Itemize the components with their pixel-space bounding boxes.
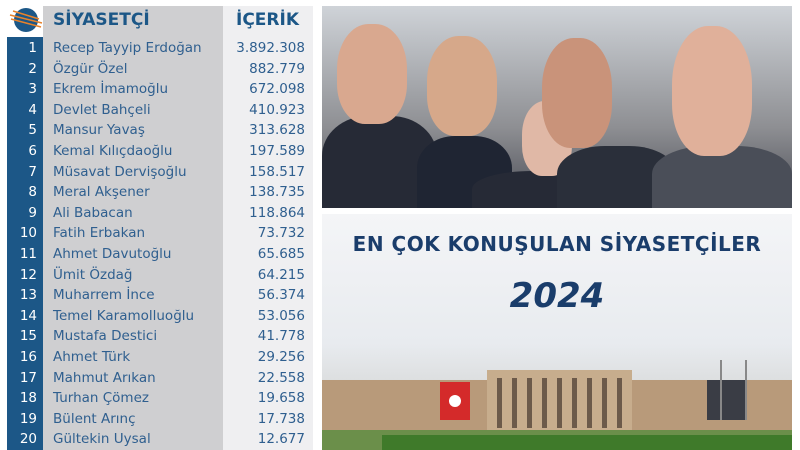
rank: 17 (19, 369, 37, 386)
content-count: 118.864 (249, 204, 305, 221)
name-column (43, 6, 223, 450)
politician-name: Ahmet Türk (53, 349, 131, 365)
rank: 20 (19, 431, 37, 448)
rank-column (7, 37, 43, 450)
rank: 6 (28, 143, 37, 159)
content-count: 672.098 (249, 81, 305, 98)
table-row: 4 Devlet Bahçeli 410.923 (7, 100, 313, 121)
table-row: 15 Mustafa Destici 41.778 (7, 326, 313, 347)
table-row: 8 Meral Akşener 138.735 (7, 182, 313, 203)
content-count: 313.628 (249, 122, 305, 139)
table-row: 10 Fatih Erbakan 73.732 (7, 223, 313, 244)
table-row: 2 Özgür Özel 882.779 (7, 59, 313, 80)
politicians-photo (322, 6, 792, 208)
politician-name: Fatih Erbakan (53, 225, 146, 242)
rank: 8 (28, 184, 37, 201)
table-row: 19 Bülent Arınç 17.738 (7, 409, 313, 430)
rank: 1 (28, 40, 37, 56)
rank: 15 (19, 328, 37, 345)
politician-name: Ahmet Davutoğlu (53, 246, 172, 262)
content-count: 410.923 (249, 101, 305, 118)
table-row: 17 Mahmut Arıkan 22.558 (7, 368, 313, 389)
rank: 18 (19, 390, 37, 407)
politician-name: Müsavat Dervişoğlu (53, 163, 187, 180)
table-row: 20 Gültekin Uysal 12.677 (7, 429, 313, 450)
rank: 12 (19, 266, 37, 283)
content-count: 64.215 (257, 266, 305, 283)
table-row: 12 Ümit Özdağ 64.215 (7, 265, 313, 286)
politician-name: Ümit Özdağ (53, 266, 133, 283)
content-count: 53.056 (257, 307, 305, 324)
content-count: 41.778 (257, 328, 305, 345)
rank: 13 (19, 287, 37, 304)
politician-name: Mahmut Arıkan (53, 369, 156, 386)
politician-name: Ekrem İmamoğlu (53, 81, 169, 98)
table-row: 9 Ali Babacan 118.864 (7, 203, 313, 224)
content-count: 19.658 (257, 390, 305, 407)
banner-title: EN ÇOK KONUŞULAN SİYASETÇİLER (352, 232, 762, 256)
banner-year: 2024 (509, 276, 605, 316)
content-count: 12.677 (257, 431, 305, 448)
rank: 16 (19, 349, 37, 365)
politician-name: Muharrem İnce (53, 287, 155, 304)
politician-name: Recep Tayyip Erdoğan (53, 40, 202, 56)
header-content: İÇERİK (236, 10, 300, 30)
rank: 19 (19, 410, 37, 427)
politician-name: Devlet Bahçeli (53, 101, 151, 118)
globe-logo-icon (9, 8, 43, 32)
politician-name: Temel Karamolluoğlu (53, 307, 195, 324)
politician-name: Gültekin Uysal (53, 431, 151, 448)
rank: 10 (19, 225, 37, 242)
content-count: 3.892.308 (236, 40, 305, 56)
rank: 14 (19, 307, 37, 324)
politician-name: Meral Akşener (53, 184, 150, 201)
rank: 9 (28, 204, 37, 221)
politician-name: Ali Babacan (53, 204, 133, 221)
content-count: 56.374 (257, 287, 305, 304)
content-count: 73.732 (257, 225, 305, 242)
rank: 11 (19, 246, 37, 262)
table-row: 14 Temel Karamolluoğlu 53.056 (7, 306, 313, 327)
rank: 7 (28, 163, 37, 180)
content-count: 138.735 (249, 184, 305, 201)
rank: 2 (28, 60, 37, 77)
politician-name: Kemal Kılıçdaoğlu (53, 143, 173, 159)
politician-name: Mustafa Destici (53, 328, 158, 345)
rank: 3 (28, 81, 37, 98)
banner: EN ÇOK KONUŞULAN SİYASETÇİLER 2024 (322, 214, 792, 450)
rank: 5 (28, 122, 37, 139)
politician-name: Mansur Yavaş (53, 122, 145, 139)
table-row: 3 Ekrem İmamoğlu 672.098 (7, 79, 313, 100)
content-count: 17.738 (257, 410, 305, 427)
table-row: 13 Muharrem İnce 56.374 (7, 285, 313, 306)
content-count: 65.685 (257, 246, 305, 262)
value-column (223, 6, 313, 450)
rank: 4 (28, 101, 37, 118)
content-count: 882.779 (249, 60, 305, 77)
table-row: 11 Ahmet Davutoğlu 65.685 (7, 244, 313, 265)
table-row: 18 Turhan Çömez 19.658 (7, 388, 313, 409)
content-count: 197.589 (249, 143, 305, 159)
politician-name: Özgür Özel (53, 60, 128, 77)
content-count: 29.256 (257, 349, 305, 365)
parliament-building-image (322, 360, 792, 450)
content-count: 158.517 (249, 163, 305, 180)
politician-name: Bülent Arınç (53, 410, 136, 427)
table-row: 5 Mansur Yavaş 313.628 (7, 120, 313, 141)
header-politician: SİYASETÇİ (53, 10, 150, 30)
content-count: 22.558 (257, 369, 305, 386)
table-row: 16 Ahmet Türk 29.256 (7, 347, 313, 368)
table-row: 7 Müsavat Dervişoğlu 158.517 (7, 162, 313, 183)
table-row: 6 Kemal Kılıçdaoğlu 197.589 (7, 141, 313, 162)
politician-name: Turhan Çömez (53, 390, 149, 407)
table-row: 1 Recep Tayyip Erdoğan 3.892.308 (7, 38, 313, 59)
